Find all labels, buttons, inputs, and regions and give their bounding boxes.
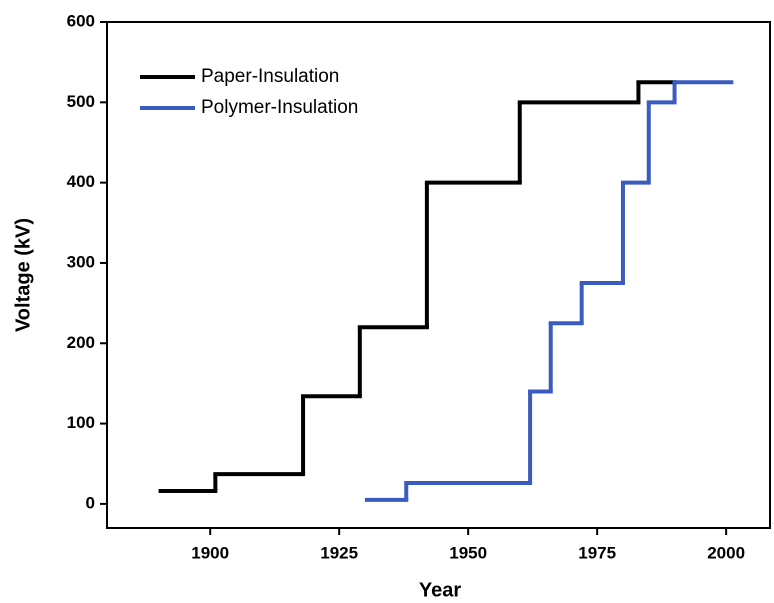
legend-label: Paper-Insulation [201,66,339,87]
y-tick-label: 100 [67,413,95,432]
y-tick-label: 200 [67,333,95,352]
y-tick-label: 500 [67,92,95,111]
legend-label: Polymer-Insulation [201,97,358,118]
y-tick-label: 300 [67,252,95,271]
plot-frame [106,21,771,529]
y-tick-label: 0 [86,493,95,512]
y-tick-label: 600 [67,11,95,30]
x-tick-label: 1975 [578,543,616,562]
x-axis-label: Year [419,579,461,601]
y-tick-label: 400 [67,172,95,191]
y-axis-label: Voltage (kV) [12,218,34,332]
x-tick-label: 1925 [320,543,358,562]
x-tick-label: 1950 [449,543,487,562]
x-tick-label: 1900 [191,543,229,562]
x-tick-label: 2000 [707,543,745,562]
